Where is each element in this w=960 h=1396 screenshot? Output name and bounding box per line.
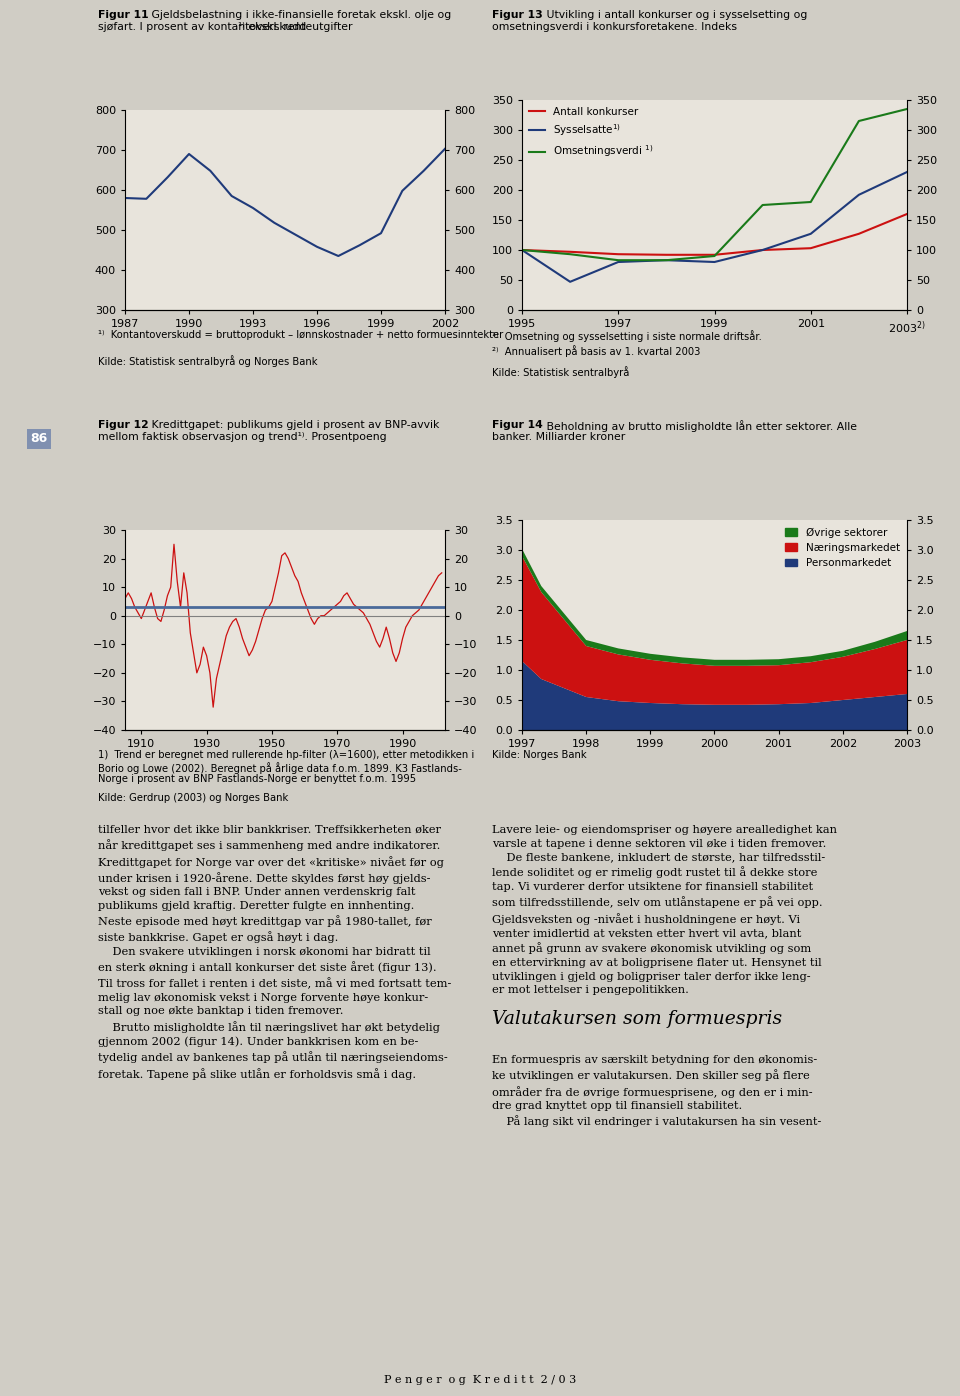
- Text: tilfeller hvor det ikke blir bankkriser. Treffsikkerheten øker
når kredittgapet : tilfeller hvor det ikke blir bankkriser.…: [98, 825, 451, 1079]
- Text: P e n g e r  o g  K r e d i t t  2 / 0 3: P e n g e r o g K r e d i t t 2 / 0 3: [384, 1375, 576, 1385]
- Text: Kilde: Gerdrup (2003) og Norges Bank: Kilde: Gerdrup (2003) og Norges Bank: [98, 793, 288, 803]
- Antall konkurser: [660, 247, 672, 264]
- Text: Figur 11: Figur 11: [98, 10, 149, 20]
- Text: Utvikling i antall konkurser og i sysselsetting og: Utvikling i antall konkurser og i syssel…: [543, 10, 807, 20]
- Text: Figur 14: Figur 14: [492, 420, 542, 430]
- Text: 1)  Trend er beregnet med rullerende hp-filter (λ=1600), etter metodikken i: 1) Trend er beregnet med rullerende hp-f…: [98, 750, 474, 759]
- Text: sjøfart. I prosent av kontantoverskudd: sjøfart. I prosent av kontantoverskudd: [98, 22, 306, 32]
- Line: Antall konkurser: Antall konkurser: [522, 214, 907, 255]
- Legend: Øvrige sektorer, Næringsmarkedet, Personmarkedet: Øvrige sektorer, Næringsmarkedet, Person…: [780, 524, 904, 572]
- Text: Figur 12: Figur 12: [98, 420, 149, 430]
- Text: banker. Milliarder kroner: banker. Milliarder kroner: [492, 431, 625, 443]
- Text: ¹⁾ ekskl. renteutgifter: ¹⁾ ekskl. renteutgifter: [98, 22, 352, 32]
- Omsetningsverdi $^{1)}$: [660, 251, 672, 268]
- Text: Figur 13: Figur 13: [492, 10, 542, 20]
- Line: Sysselsatte$^{1)}$: Sysselsatte$^{1)}$: [522, 172, 907, 282]
- Sysselsatte$^{1)}$: [805, 225, 817, 242]
- Antall konkurser: [708, 247, 720, 264]
- Text: mellom faktisk observasjon og trend¹⁾. Prosentpoeng: mellom faktisk observasjon og trend¹⁾. P…: [98, 431, 387, 443]
- Sysselsatte$^{1)}$: [660, 251, 672, 268]
- Omsetningsverdi $^{1)}$: [612, 251, 624, 268]
- Text: Valutakursen som formuespris: Valutakursen som formuespris: [492, 1009, 782, 1027]
- Omsetningsverdi $^{1)}$: [516, 242, 528, 258]
- Sysselsatte$^{1)}$: [901, 163, 913, 180]
- Text: En formuespris av særskilt betydning for den økonomis-
ke utviklingen er valutak: En formuespris av særskilt betydning for…: [492, 1055, 822, 1128]
- Line: Omsetningsverdi $^{1)}$: Omsetningsverdi $^{1)}$: [522, 109, 907, 260]
- Omsetningsverdi $^{1)}$: [564, 246, 576, 262]
- Text: Lavere leie- og eiendomspriser og høyere arealledighet kan
varsle at tapene i de: Lavere leie- og eiendomspriser og høyere…: [492, 825, 837, 995]
- Text: Norge i prosent av BNP Fastlands-Norge er benyttet f.o.m. 1995: Norge i prosent av BNP Fastlands-Norge e…: [98, 773, 416, 785]
- Omsetningsverdi $^{1)}$: [805, 194, 817, 211]
- Text: Borio og Lowe (2002). Beregnet på årlige data f.o.m. 1899. K3 Fastlands-: Borio og Lowe (2002). Beregnet på årlige…: [98, 762, 462, 773]
- Sysselsatte$^{1)}$: [708, 254, 720, 271]
- Text: ¹⁾  Kontantoverskudd = bruttoprodukt – lønnskostnader + netto formuesinntekter: ¹⁾ Kontantoverskudd = bruttoprodukt – lø…: [98, 329, 503, 341]
- Text: Kredittgapet: publikums gjeld i prosent av BNP-avvik: Kredittgapet: publikums gjeld i prosent …: [148, 420, 440, 430]
- Text: 86: 86: [30, 431, 47, 445]
- Text: Kilde: Statistisk sentralbyrå og Norges Bank: Kilde: Statistisk sentralbyrå og Norges …: [98, 355, 318, 367]
- Omsetningsverdi $^{1)}$: [901, 101, 913, 117]
- Omsetningsverdi $^{1)}$: [853, 113, 865, 130]
- Text: omsetningsverdi i konkursforetakene. Indeks: omsetningsverdi i konkursforetakene. Ind…: [492, 22, 737, 32]
- Antall konkurser: [901, 205, 913, 222]
- Sysselsatte$^{1)}$: [564, 274, 576, 290]
- Antall konkurser: [853, 225, 865, 242]
- Antall konkurser: [564, 243, 576, 260]
- Omsetningsverdi $^{1)}$: [708, 247, 720, 264]
- Legend: Antall konkurser, Sysselsatte$^{1)}$, Omsetningsverdi $^{1)}$: Antall konkurser, Sysselsatte$^{1)}$, Om…: [525, 103, 658, 163]
- Antall konkurser: [805, 240, 817, 257]
- Antall konkurser: [516, 242, 528, 258]
- Text: Kilde: Norges Bank: Kilde: Norges Bank: [492, 750, 587, 759]
- Antall konkurser: [612, 246, 624, 262]
- Text: Beholdning av brutto misligholdte lån etter sektorer. Alle: Beholdning av brutto misligholdte lån et…: [543, 420, 857, 431]
- Sysselsatte$^{1)}$: [612, 254, 624, 271]
- Sysselsatte$^{1)}$: [516, 242, 528, 258]
- Text: ¹⁾  Omsetning og sysselsetting i siste normale driftsår.: ¹⁾ Omsetning og sysselsetting i siste no…: [492, 329, 762, 342]
- Text: Gjeldsbelastning i ikke-finansielle foretak ekskl. olje og: Gjeldsbelastning i ikke-finansielle fore…: [148, 10, 451, 20]
- Text: Kilde: Statistisk sentralbyrå: Kilde: Statistisk sentralbyrå: [492, 366, 630, 378]
- Sysselsatte$^{1)}$: [853, 187, 865, 204]
- Sysselsatte$^{1)}$: [756, 242, 768, 258]
- Omsetningsverdi $^{1)}$: [756, 197, 768, 214]
- Text: ²⁾  Annualisert på basis av 1. kvartal 2003: ²⁾ Annualisert på basis av 1. kvartal 20…: [492, 345, 701, 357]
- Antall konkurser: [756, 242, 768, 258]
